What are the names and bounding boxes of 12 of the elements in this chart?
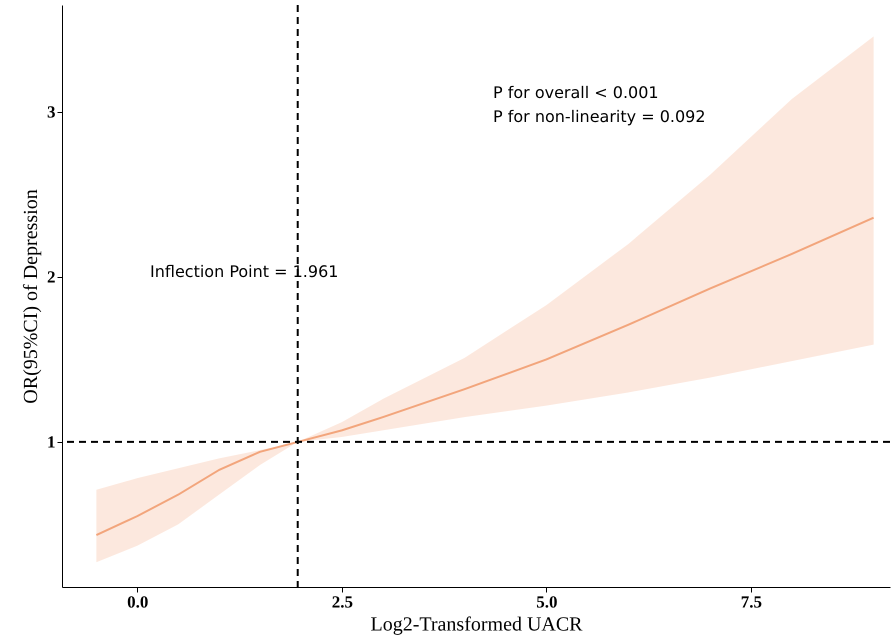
- y-tick-label: 1: [47, 432, 56, 452]
- x-tick-label: 7.5: [740, 592, 762, 612]
- y-axis-title: OR(95%CI) of Depression: [20, 189, 42, 404]
- line-series: [95, 216, 875, 536]
- annotation: P for non-linearity = 0.092: [493, 107, 706, 126]
- x-axis-title: Log2-Transformed UACR: [370, 614, 584, 636]
- y-tick-label: 3: [47, 102, 56, 122]
- x-tick-label: 5.0: [536, 592, 558, 612]
- x-tick-label: 0.0: [127, 592, 148, 612]
- y-tick-label: 2: [47, 268, 56, 287]
- annotation: P for overall < 0.001: [493, 83, 659, 102]
- x-tick-label: 2.5: [332, 592, 353, 612]
